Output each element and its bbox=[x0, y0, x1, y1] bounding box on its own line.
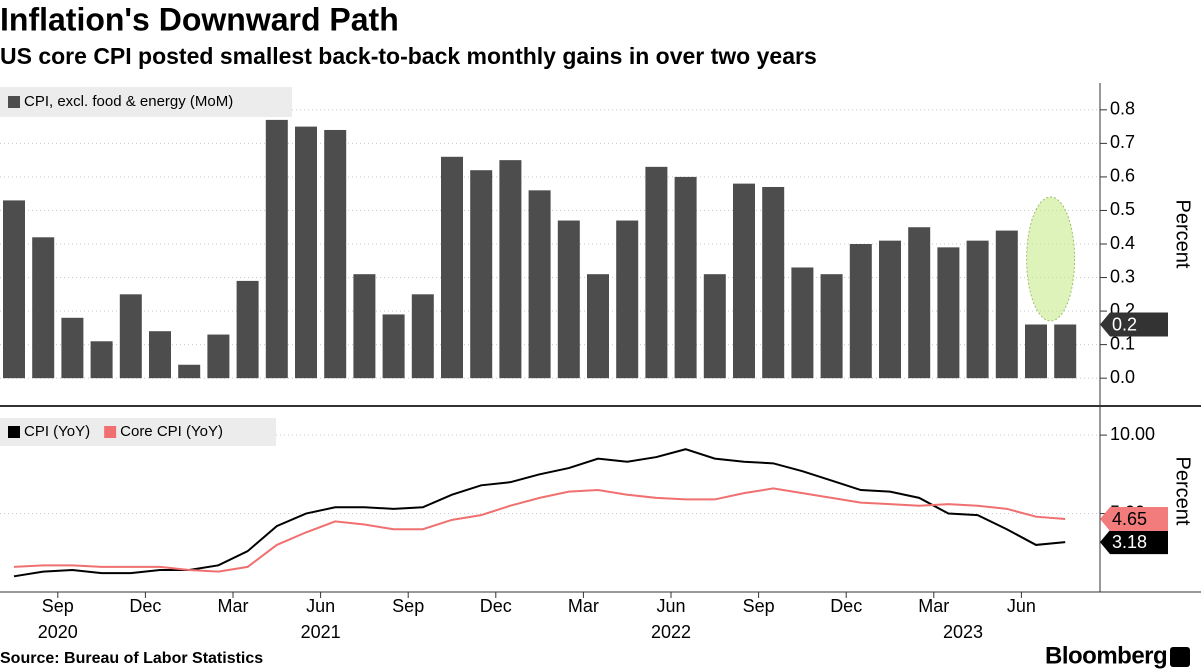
bar bbox=[849, 244, 872, 379]
y-tick-label: 0.5 bbox=[1110, 199, 1135, 219]
y-tick-label: 0.1 bbox=[1110, 333, 1135, 353]
bar bbox=[1054, 324, 1077, 379]
x-tick-label: Mar bbox=[918, 596, 949, 616]
bar bbox=[557, 220, 580, 379]
value-label-box bbox=[1100, 312, 1168, 337]
bar bbox=[324, 129, 347, 379]
bar bbox=[207, 334, 230, 379]
bar bbox=[937, 247, 960, 379]
y-tick-label: 0.4 bbox=[1110, 233, 1135, 253]
bar bbox=[441, 156, 463, 379]
x-tick-label: Dec bbox=[480, 596, 512, 616]
x-year-label: 2021 bbox=[301, 622, 341, 642]
line bbox=[13, 487, 1066, 573]
bar bbox=[1025, 324, 1047, 379]
bar bbox=[528, 190, 551, 379]
x-tick-label: Sep bbox=[392, 596, 424, 616]
bar bbox=[61, 317, 84, 379]
bar bbox=[178, 364, 201, 379]
y-tick-label: 0.6 bbox=[1110, 166, 1135, 186]
x-tick-label: Sep bbox=[42, 596, 74, 616]
legend-swatch bbox=[8, 96, 20, 108]
bar bbox=[820, 274, 843, 379]
bar bbox=[762, 186, 785, 379]
x-year-label: 2022 bbox=[651, 622, 691, 642]
legend-swatch bbox=[104, 426, 117, 438]
bar bbox=[966, 240, 989, 379]
bar bbox=[616, 220, 639, 379]
bar bbox=[411, 294, 434, 379]
bar bbox=[32, 237, 55, 379]
bar bbox=[470, 170, 493, 379]
value-label-box bbox=[1100, 530, 1168, 555]
x-tick-label: Dec bbox=[129, 596, 161, 616]
x-tick-label: Mar bbox=[218, 596, 249, 616]
source: Source: Bureau of Labor Statistics bbox=[0, 650, 263, 667]
bar bbox=[791, 267, 814, 379]
bar bbox=[3, 200, 25, 379]
value-label: 3.18 bbox=[1112, 532, 1147, 552]
legend-box bbox=[0, 418, 276, 446]
y-tick-label: 0.8 bbox=[1110, 99, 1135, 119]
y-tick-label: 0.7 bbox=[1110, 132, 1135, 152]
bar bbox=[90, 341, 113, 379]
legend-box bbox=[0, 87, 292, 117]
bar bbox=[674, 176, 697, 379]
legend-label: Core CPI (YoY) bbox=[120, 423, 223, 440]
bar bbox=[645, 166, 668, 379]
legend-label: CPI (YoY) bbox=[24, 423, 90, 440]
x-tick-label: Jun bbox=[1007, 596, 1036, 616]
x-tick-label: Sep bbox=[743, 596, 775, 616]
y-axis-label: Percent bbox=[1172, 457, 1194, 526]
bar bbox=[587, 274, 609, 379]
bar bbox=[295, 126, 317, 379]
bar bbox=[236, 280, 259, 379]
x-year-label: 2020 bbox=[38, 622, 78, 642]
line bbox=[13, 448, 1066, 578]
bar bbox=[382, 314, 405, 379]
x-year-label: 2023 bbox=[943, 622, 983, 642]
value-label-box bbox=[1100, 507, 1168, 532]
bar bbox=[119, 294, 142, 379]
value-label: 0.2 bbox=[1112, 314, 1137, 334]
x-tick-label: Jun bbox=[656, 596, 685, 616]
x-tick-label: Jun bbox=[306, 596, 335, 616]
bar bbox=[703, 274, 726, 379]
chart-subtitle: US core CPI posted smallest back-to-back… bbox=[0, 43, 817, 69]
legend-label: CPI, excl. food & energy (MoM) bbox=[24, 93, 233, 110]
highlight bbox=[1026, 196, 1076, 322]
bar bbox=[995, 230, 1018, 379]
value-label: 4.65 bbox=[1112, 509, 1147, 529]
brand-icon bbox=[1170, 647, 1190, 667]
brand: Bloomberg bbox=[1045, 642, 1167, 669]
legend-swatch bbox=[8, 426, 20, 438]
y-tick-label: 0.3 bbox=[1110, 266, 1135, 286]
y-tick-label: 10.00 bbox=[1110, 424, 1155, 444]
y-tick-label: 0.0 bbox=[1110, 367, 1135, 387]
chart-title: Inflation's Downward Path bbox=[0, 1, 399, 37]
bar bbox=[879, 240, 901, 379]
bar bbox=[149, 331, 171, 379]
bar bbox=[733, 183, 755, 379]
bar bbox=[265, 119, 288, 379]
bar bbox=[908, 227, 931, 379]
x-tick-label: Dec bbox=[830, 596, 862, 616]
bar bbox=[499, 160, 522, 379]
y-axis-label: Percent bbox=[1172, 200, 1194, 269]
x-tick-label: Mar bbox=[568, 596, 599, 616]
bar bbox=[353, 274, 376, 379]
